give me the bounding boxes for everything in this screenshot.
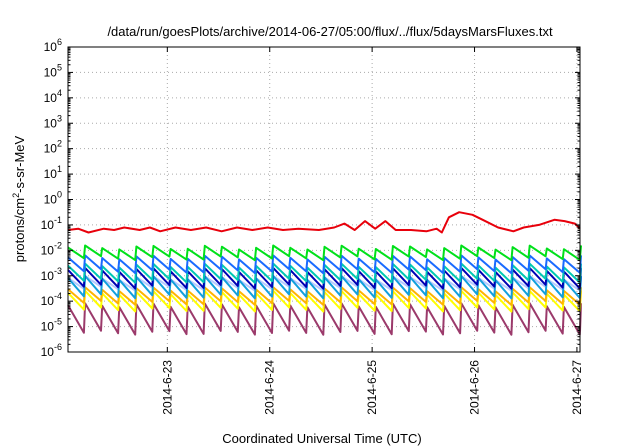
chart-title: /data/run/goesPlots/archive/2014-06-27/0… xyxy=(107,24,553,39)
y-tick-label: 106 xyxy=(44,37,62,54)
y-axis-label: protons/cm2-s-sr-MeV xyxy=(11,135,27,262)
series-line xyxy=(67,266,582,290)
y-tick-label: 104 xyxy=(44,88,62,105)
x-tick-label: 2014-6-27 xyxy=(570,360,584,415)
y-tick-label: 103 xyxy=(44,113,62,130)
series-line xyxy=(67,302,582,336)
x-tick-label: 2014-6-25 xyxy=(365,360,379,415)
y-tick-label: 105 xyxy=(44,62,62,79)
series-line xyxy=(67,211,581,234)
series-line xyxy=(67,289,582,313)
y-tick-label: 10-2 xyxy=(41,240,62,257)
y-tick-label: 100 xyxy=(44,190,62,207)
series-line xyxy=(67,244,582,262)
y-axis: 10-6 10-5 10-4 10-3 10-2 10-1 100 101 102 103 104 1… xyxy=(41,37,580,359)
series-line xyxy=(67,262,582,284)
x-tick-label: 2014-6-26 xyxy=(468,360,482,415)
y-tick-label: 10-6 xyxy=(41,342,62,359)
y-tick-label: 101 xyxy=(44,164,62,181)
y-tick-label: 102 xyxy=(44,139,62,156)
x-axis: 2014-6-23 2014-6-24 2014-6-25 2014-6-26 2014… xyxy=(160,47,584,415)
x-tick-label: 2014-6-24 xyxy=(263,360,277,415)
series-line xyxy=(67,286,582,306)
x-tick-label: 2014-6-23 xyxy=(160,360,174,415)
y-tick-label: 10-1 xyxy=(41,215,62,232)
y-tick-label: 10-4 xyxy=(41,291,62,308)
series-line xyxy=(67,275,582,300)
x-axis-label: Coordinated Universal Time (UTC) xyxy=(222,431,421,446)
y-tick-label: 10-3 xyxy=(41,266,62,283)
series-line xyxy=(67,254,582,275)
y-tick-label: 10-5 xyxy=(41,317,62,334)
series-layer xyxy=(67,211,582,336)
